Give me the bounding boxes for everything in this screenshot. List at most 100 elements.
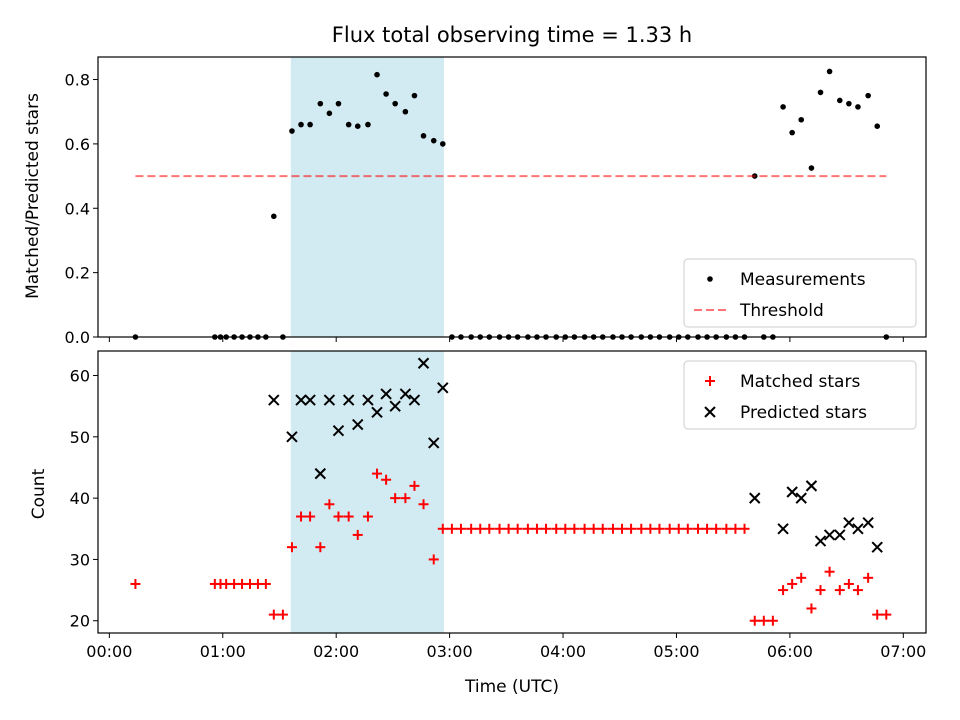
series-predicted-stars	[268, 357, 883, 553]
x-stroke-2	[777, 523, 789, 535]
data-point	[247, 334, 253, 340]
data-point	[440, 141, 446, 147]
data-point	[590, 334, 597, 340]
data-point	[656, 334, 663, 340]
x-stroke-2	[795, 492, 807, 504]
data-point	[296, 511, 307, 522]
data-point	[581, 334, 588, 340]
data-point	[231, 334, 237, 340]
data-point	[455, 523, 466, 534]
data-point	[408, 394, 421, 406]
data-point	[352, 529, 363, 540]
x-tick-label: 06:00	[767, 642, 813, 661]
data-point	[522, 523, 533, 534]
data-point	[664, 523, 675, 534]
data-point	[872, 609, 883, 620]
x-tick-label: 02:00	[313, 642, 359, 661]
data-point	[723, 334, 730, 340]
data-point	[579, 523, 590, 534]
data-point	[767, 615, 778, 626]
data-point	[335, 100, 342, 107]
data-point	[277, 609, 288, 620]
y-tick-label: 60	[70, 367, 90, 386]
data-point	[400, 493, 411, 504]
data-point	[543, 334, 549, 340]
x-stroke-2	[843, 516, 855, 529]
data-point	[342, 394, 355, 406]
data-point	[541, 523, 552, 534]
chart-title: Flux total observing time = 1.33 h	[332, 23, 692, 47]
data-point	[883, 334, 890, 340]
data-point	[796, 572, 807, 583]
y-tick-label: 20	[70, 612, 90, 631]
x-tick-label: 07:00	[880, 642, 926, 661]
x-stroke-2	[268, 394, 280, 406]
x-axis-label: Time (UTC)	[464, 677, 559, 697]
data-point	[486, 334, 493, 340]
data-point	[711, 523, 722, 534]
data-point	[420, 133, 427, 139]
data-point	[780, 104, 786, 110]
data-point	[761, 334, 767, 340]
data-point	[345, 121, 352, 128]
x-stroke-2	[408, 394, 421, 406]
legend-label: Threshold	[739, 301, 824, 321]
data-point	[654, 523, 665, 534]
data-point	[721, 523, 732, 534]
bottom-y-axis-label: Count	[29, 468, 49, 519]
data-point	[392, 100, 398, 107]
data-point	[428, 437, 440, 449]
data-point	[713, 334, 719, 340]
data-point	[805, 480, 818, 492]
data-point	[862, 516, 874, 529]
data-point	[484, 523, 495, 534]
x-stroke-2	[389, 400, 401, 412]
data-point	[560, 523, 571, 534]
top-y-axis-label: Matched/Predicted stars	[23, 93, 43, 299]
data-point	[362, 394, 374, 406]
data-point	[449, 334, 455, 340]
data-point	[588, 523, 599, 534]
data-point	[617, 523, 628, 534]
series-measurements	[132, 68, 890, 340]
data-point	[286, 431, 298, 443]
legend-box	[683, 258, 917, 328]
data-point	[599, 334, 606, 340]
data-point	[846, 100, 852, 107]
data-point	[814, 535, 827, 547]
data-point	[326, 110, 333, 117]
data-point	[682, 523, 693, 534]
plot-frame	[97, 56, 927, 338]
x-stroke-2	[871, 541, 883, 553]
data-point	[212, 334, 218, 340]
x-stroke-2	[428, 437, 440, 449]
data-point	[458, 334, 464, 340]
data-point	[389, 400, 401, 412]
data-point	[446, 523, 457, 534]
data-point	[323, 394, 336, 406]
data-point	[315, 542, 326, 553]
data-point	[496, 334, 503, 340]
data-point	[551, 523, 562, 534]
data-point	[730, 523, 741, 534]
data-point	[239, 334, 245, 340]
shaded-span	[290, 351, 444, 633]
data-point	[430, 137, 437, 144]
data-point	[417, 357, 430, 369]
y-tick-label: 0.8	[65, 71, 90, 90]
data-point	[777, 523, 789, 535]
data-point	[824, 566, 835, 577]
data-point	[673, 523, 684, 534]
data-point	[826, 68, 833, 75]
x-tick-label: 05:00	[653, 642, 699, 661]
plot-frame	[97, 350, 927, 634]
y-tick-label: 50	[70, 428, 90, 447]
data-point	[874, 123, 881, 129]
data-point	[475, 523, 486, 534]
data-point	[380, 388, 392, 400]
data-point	[645, 523, 656, 534]
x-tick-label: 00:00	[86, 642, 132, 661]
data-point	[808, 165, 815, 171]
data-point	[795, 492, 807, 504]
